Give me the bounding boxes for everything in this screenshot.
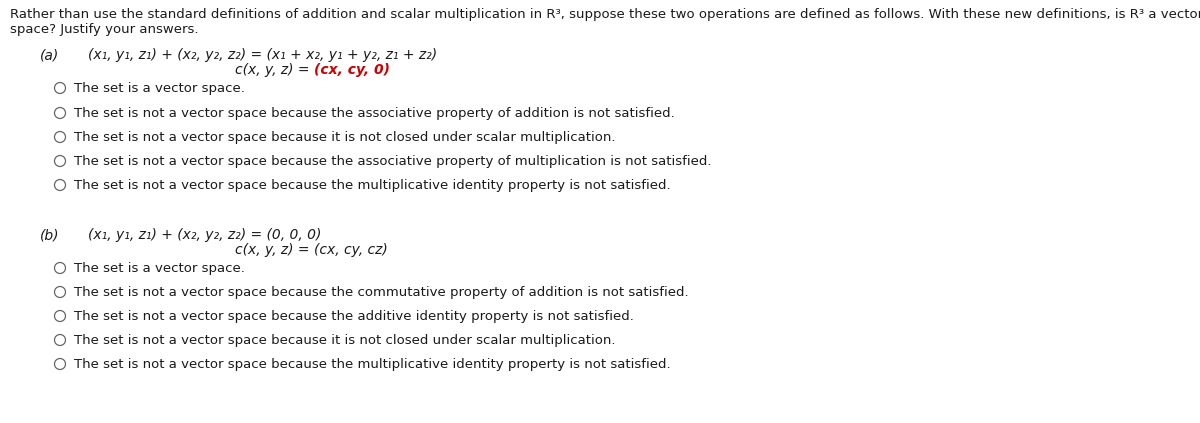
Text: (b): (b) — [40, 228, 60, 242]
Text: The set is not a vector space because the associative property of addition is no: The set is not a vector space because th… — [74, 107, 674, 120]
Text: The set is not a vector space because the multiplicative identity property is no: The set is not a vector space because th… — [74, 358, 671, 371]
Text: The set is a vector space.: The set is a vector space. — [74, 262, 245, 275]
Text: The set is not a vector space because the additive identity property is not sati: The set is not a vector space because th… — [74, 310, 634, 323]
Text: The set is not a vector space because the commutative property of addition is no: The set is not a vector space because th… — [74, 286, 689, 299]
Text: (cx, cy, 0): (cx, cy, 0) — [314, 63, 390, 77]
Text: Rather than use the standard definitions of addition and scalar multiplication i: Rather than use the standard definitions… — [10, 8, 1200, 21]
Text: The set is a vector space.: The set is a vector space. — [74, 82, 245, 95]
Text: c(x, y, z) =: c(x, y, z) = — [235, 63, 314, 77]
Text: c(x, y, z) =: c(x, y, z) = — [235, 243, 314, 257]
Text: space? Justify your answers.: space? Justify your answers. — [10, 23, 198, 36]
Text: The set is not a vector space because the associative property of multiplication: The set is not a vector space because th… — [74, 155, 712, 168]
Text: (x₁, y₁, z₁) + (x₂, y₂, z₂) = (0, 0, 0): (x₁, y₁, z₁) + (x₂, y₂, z₂) = (0, 0, 0) — [88, 228, 322, 242]
Text: (cx, cy, cz): (cx, cy, cz) — [314, 243, 388, 257]
Text: The set is not a vector space because the multiplicative identity property is no: The set is not a vector space because th… — [74, 179, 671, 192]
Text: The set is not a vector space because it is not closed under scalar multiplicati: The set is not a vector space because it… — [74, 334, 616, 347]
Text: (x₁, y₁, z₁) + (x₂, y₂, z₂) = (x₁ + x₂, y₁ + y₂, z₁ + z₂): (x₁, y₁, z₁) + (x₂, y₂, z₂) = (x₁ + x₂, … — [88, 48, 437, 62]
Text: The set is not a vector space because it is not closed under scalar multiplicati: The set is not a vector space because it… — [74, 131, 616, 144]
Text: (a): (a) — [40, 48, 59, 62]
